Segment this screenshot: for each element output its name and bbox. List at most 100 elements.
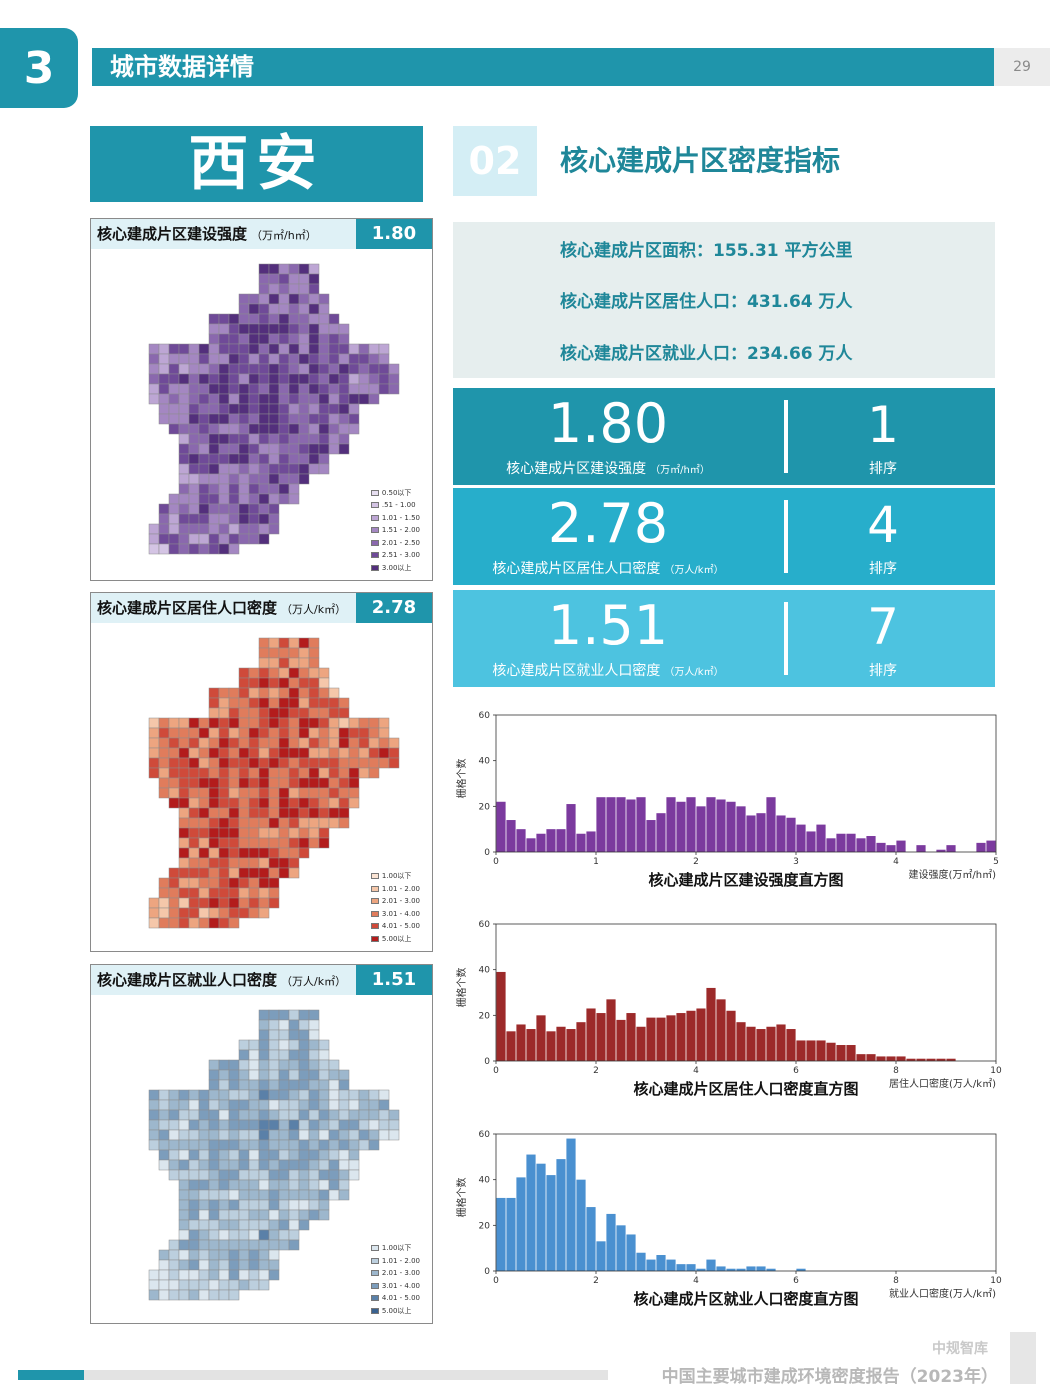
map-cell: [188, 1209, 200, 1221]
map-cell: [308, 637, 320, 649]
map-cell: [278, 727, 290, 739]
map-cell: [268, 867, 280, 879]
map-cell: [308, 1069, 320, 1081]
y-tick-label: 40: [479, 1176, 491, 1186]
map-cell: [298, 1079, 310, 1091]
map-cell: [288, 283, 300, 295]
map-cell: [248, 687, 260, 699]
map-cell: [238, 1189, 250, 1201]
map-cell: [338, 1079, 350, 1091]
map-cell: [248, 737, 260, 749]
map-cell: [248, 353, 260, 365]
map-cell: [218, 807, 230, 819]
map-cell: [248, 393, 260, 405]
map-cell: [198, 393, 210, 405]
map-cell: [218, 1239, 230, 1251]
map-cell: [318, 767, 330, 779]
map-cell: [178, 747, 190, 759]
map-cell: [208, 1179, 220, 1191]
map-cell: [228, 787, 240, 799]
map-cell: [288, 413, 300, 425]
histogram-bar: [556, 1159, 566, 1271]
map-panel-intensity: 核心建成片区建设强度 （万㎡/h㎡） 1.80 0.50以下 .51 - 1.00 1…: [90, 218, 433, 581]
map-cell: [248, 1089, 260, 1101]
map-cell: [368, 1089, 380, 1101]
map-cell: [228, 1109, 240, 1121]
map-cell: [178, 1109, 190, 1121]
map-cell: [308, 413, 320, 425]
map-cell: [278, 647, 290, 659]
map-cell: [198, 1169, 210, 1181]
map-cell: [208, 1109, 220, 1121]
map-cell: [278, 443, 290, 455]
histogram-bar: [876, 1056, 886, 1061]
map-cell: [328, 777, 340, 789]
map-cell: [318, 353, 330, 365]
map-cell: [188, 483, 200, 495]
map-cell: [228, 1179, 240, 1191]
histogram-bar: [596, 1013, 606, 1061]
legend-swatch: [370, 1307, 379, 1314]
map-cell: [208, 503, 220, 515]
map-cell: [268, 1109, 280, 1121]
map-cell: [268, 373, 280, 385]
stat-rank-label: 排序: [869, 461, 897, 477]
map-cell: [188, 1099, 200, 1111]
map-cell: [288, 807, 300, 819]
histogram-bar: [526, 838, 536, 852]
map-cell: [278, 313, 290, 325]
map-cell: [318, 1179, 330, 1191]
map-cell: [178, 433, 190, 445]
map-cell: [318, 817, 330, 829]
map-cell: [308, 443, 320, 455]
map-cell: [348, 383, 360, 395]
histogram-bar: [886, 1056, 896, 1061]
map-cell: [378, 383, 390, 395]
map-cell: [208, 1099, 220, 1111]
histogram-bar: [636, 1026, 646, 1061]
map-cell: [308, 757, 320, 769]
map-cell: [158, 1129, 170, 1141]
map-cell: [308, 1149, 320, 1161]
map-cell: [228, 1229, 240, 1241]
map-cell: [198, 1229, 210, 1241]
map-cell: [318, 747, 330, 759]
map-cell: [228, 1089, 240, 1101]
map-cell: [218, 697, 230, 709]
map-cell: [248, 1079, 260, 1091]
map-cell: [218, 747, 230, 759]
histogram-bar: [726, 1010, 736, 1061]
map-cell: [218, 897, 230, 909]
histogram-bar: [646, 820, 656, 852]
map-cell: [198, 483, 210, 495]
map-cell: [348, 363, 360, 375]
map-cell: [208, 727, 220, 739]
map-cell: [248, 817, 260, 829]
map-cell: [248, 1159, 260, 1171]
map-cell: [378, 747, 390, 759]
map-cell: [198, 413, 210, 425]
map-cell: [338, 373, 350, 385]
map-cell: [198, 797, 210, 809]
map-panel-residential: 核心建成片区居住人口密度 （万人/k㎡） 2.78 1.00以下 1.01 - 2.…: [90, 592, 433, 952]
map-cell: [268, 463, 280, 475]
legend-label: 0.50以下: [381, 488, 412, 497]
map-cell: [308, 717, 320, 729]
map-cell: [218, 1059, 230, 1071]
map-cell: [258, 1069, 270, 1081]
map-cell: [278, 333, 290, 345]
map-cell: [188, 1259, 200, 1271]
histogram-bar: [566, 804, 576, 852]
map-cell: [248, 1249, 260, 1261]
map-cell: [208, 373, 220, 385]
map-cell: [238, 443, 250, 455]
stat-card-residential: 2.78 核心建成片区居住人口密度 （万人/k㎡） 4 排序: [453, 488, 995, 585]
map-cell: [258, 1099, 270, 1111]
legend-item: 5.00以上: [370, 933, 420, 946]
map-cell: [338, 433, 350, 445]
map-cell: [208, 707, 220, 719]
map-cell: [388, 747, 400, 759]
map-cell: [208, 543, 220, 555]
map-cell: [208, 897, 220, 909]
map-cell: [238, 383, 250, 395]
